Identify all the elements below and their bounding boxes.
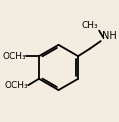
Text: NH: NH bbox=[102, 30, 117, 41]
Text: OCH₃: OCH₃ bbox=[2, 52, 26, 61]
Text: OCH₃: OCH₃ bbox=[4, 81, 28, 90]
Text: CH₃: CH₃ bbox=[82, 21, 99, 30]
